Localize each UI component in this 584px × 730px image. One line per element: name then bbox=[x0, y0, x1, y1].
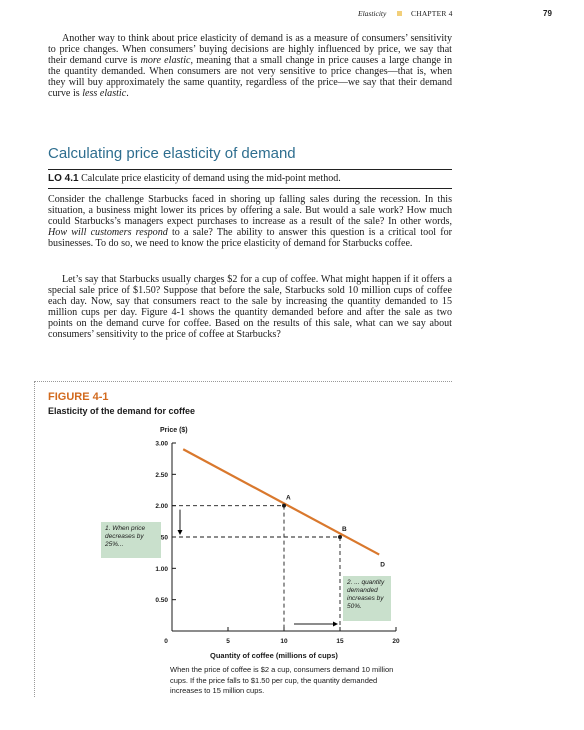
y-tick-label: 0.50 bbox=[155, 597, 168, 604]
demand-curve-label: D bbox=[380, 562, 385, 569]
section-heading: Calculating price elasticity of demand bbox=[48, 145, 296, 162]
figure-border-top bbox=[34, 381, 452, 382]
chart-guide-lines bbox=[172, 505, 341, 631]
p2-text-start: Consider the challenge Starbucks faced i… bbox=[48, 194, 452, 228]
quantity-increase-arrow-head bbox=[333, 621, 338, 627]
point-b bbox=[338, 535, 342, 539]
running-head-separator bbox=[397, 11, 402, 16]
intro-emphasis-more-elastic: more elastic bbox=[140, 55, 191, 67]
x-tick-label: 5 bbox=[226, 638, 230, 645]
demand-curve bbox=[182, 448, 380, 556]
point-label-a: A bbox=[286, 495, 291, 502]
paragraph-starbucks-sale: Let’s say that Starbucks usually charges… bbox=[48, 274, 452, 341]
intro-emphasis-less-elastic: less elastic bbox=[82, 88, 127, 100]
chart-x-axis-label: Quantity of coffee (millions of cups) bbox=[210, 651, 338, 660]
chart-y-axis-label: Price ($) bbox=[160, 427, 188, 434]
lo-tag: LO 4.1 bbox=[48, 173, 79, 184]
annotation-price-decrease: 1. When price decreases by 25%... bbox=[101, 522, 161, 558]
running-head-chapter: CHAPTER 4 bbox=[411, 9, 453, 18]
lo-rule-bottom bbox=[48, 188, 452, 189]
lo-text: Calculate price elasticity of demand usi… bbox=[81, 173, 341, 184]
page-number: 79 bbox=[543, 9, 552, 18]
intro-text-middle: , meaning that a small change in price c… bbox=[48, 55, 452, 100]
x-tick-label: 0 bbox=[164, 638, 168, 645]
chart-points: AB bbox=[282, 495, 347, 539]
figure-caption: When the price of coffee is $2 a cup, co… bbox=[170, 665, 394, 695]
intro-paragraph: Another way to think about price elastic… bbox=[48, 33, 452, 100]
y-tick-label: 3.00 bbox=[155, 441, 168, 448]
running-head-section: Elasticity bbox=[358, 9, 387, 18]
y-tick-label: 1.00 bbox=[155, 566, 168, 573]
paragraph-starbucks-challenge: Consider the challenge Starbucks faced i… bbox=[48, 194, 452, 249]
figure-border-left bbox=[34, 381, 35, 697]
chart-arrows bbox=[177, 509, 338, 627]
y-tick-label: 2.50 bbox=[155, 472, 168, 479]
learning-objective: LO 4.1 Calculate price elasticity of dem… bbox=[48, 173, 341, 184]
chart-y-ticks: 0.50 1.00 1.50 2.00 2.50 3.00 bbox=[155, 441, 176, 604]
x-tick-label: 15 bbox=[336, 638, 344, 645]
p2-emphasis: How will customers respond bbox=[48, 227, 168, 239]
chart-series: D bbox=[182, 448, 385, 569]
figure-title: Elasticity of the demand for coffee bbox=[48, 406, 196, 416]
annotation-quantity-increase: 2. ... quantity demanded increases by 50… bbox=[343, 576, 391, 621]
point-label-b: B bbox=[342, 526, 347, 533]
figure-label: FIGURE 4-1 bbox=[48, 391, 109, 403]
x-tick-label: 10 bbox=[280, 638, 288, 645]
chart-x-ticks: 0 5 10 15 20 bbox=[164, 627, 400, 645]
p2-text-end: to a sale? The ability to answer this qu… bbox=[48, 227, 453, 250]
running-head: Elasticity CHAPTER 4 79 bbox=[0, 9, 584, 23]
y-tick-label: 2.00 bbox=[155, 503, 168, 510]
point-a bbox=[282, 503, 286, 508]
price-decrease-arrow-head bbox=[177, 530, 183, 535]
lo-rule-top bbox=[48, 169, 452, 170]
x-tick-label: 20 bbox=[392, 638, 400, 645]
intro-text-end: . bbox=[126, 88, 129, 100]
y-tick-label: 1.50 bbox=[155, 535, 168, 542]
intro-text-start: Another way to think about price elastic… bbox=[48, 33, 452, 67]
